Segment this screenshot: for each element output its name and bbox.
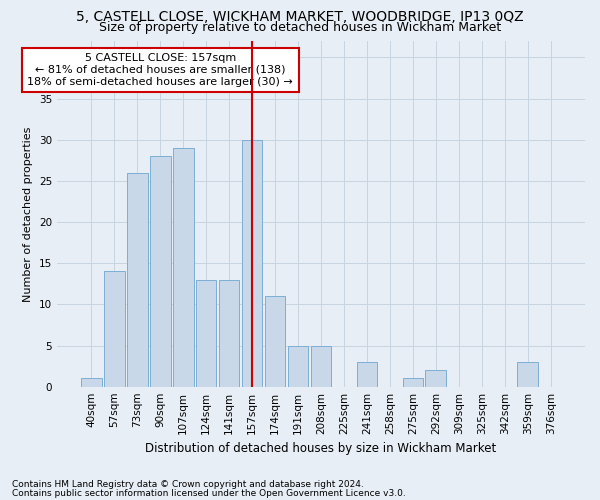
Bar	[403, 378, 423, 386]
Bar	[265, 296, 286, 386]
Bar	[287, 346, 308, 387]
Bar	[242, 140, 262, 386]
Text: Contains public sector information licensed under the Open Government Licence v3: Contains public sector information licen…	[12, 488, 406, 498]
Text: 5 CASTELL CLOSE: 157sqm
← 81% of detached houses are smaller (138)
18% of semi-d: 5 CASTELL CLOSE: 157sqm ← 81% of detache…	[28, 54, 293, 86]
X-axis label: Distribution of detached houses by size in Wickham Market: Distribution of detached houses by size …	[145, 442, 497, 455]
Bar	[517, 362, 538, 386]
Text: Size of property relative to detached houses in Wickham Market: Size of property relative to detached ho…	[99, 21, 501, 34]
Text: 5, CASTELL CLOSE, WICKHAM MARKET, WOODBRIDGE, IP13 0QZ: 5, CASTELL CLOSE, WICKHAM MARKET, WOODBR…	[76, 10, 524, 24]
Bar	[173, 148, 194, 386]
Bar	[425, 370, 446, 386]
Bar	[150, 156, 170, 386]
Bar	[81, 378, 101, 386]
Bar	[196, 280, 217, 386]
Bar	[311, 346, 331, 387]
Y-axis label: Number of detached properties: Number of detached properties	[23, 126, 33, 302]
Bar	[356, 362, 377, 386]
Text: Contains HM Land Registry data © Crown copyright and database right 2024.: Contains HM Land Registry data © Crown c…	[12, 480, 364, 489]
Bar	[104, 272, 125, 386]
Bar	[219, 280, 239, 386]
Bar	[127, 172, 148, 386]
